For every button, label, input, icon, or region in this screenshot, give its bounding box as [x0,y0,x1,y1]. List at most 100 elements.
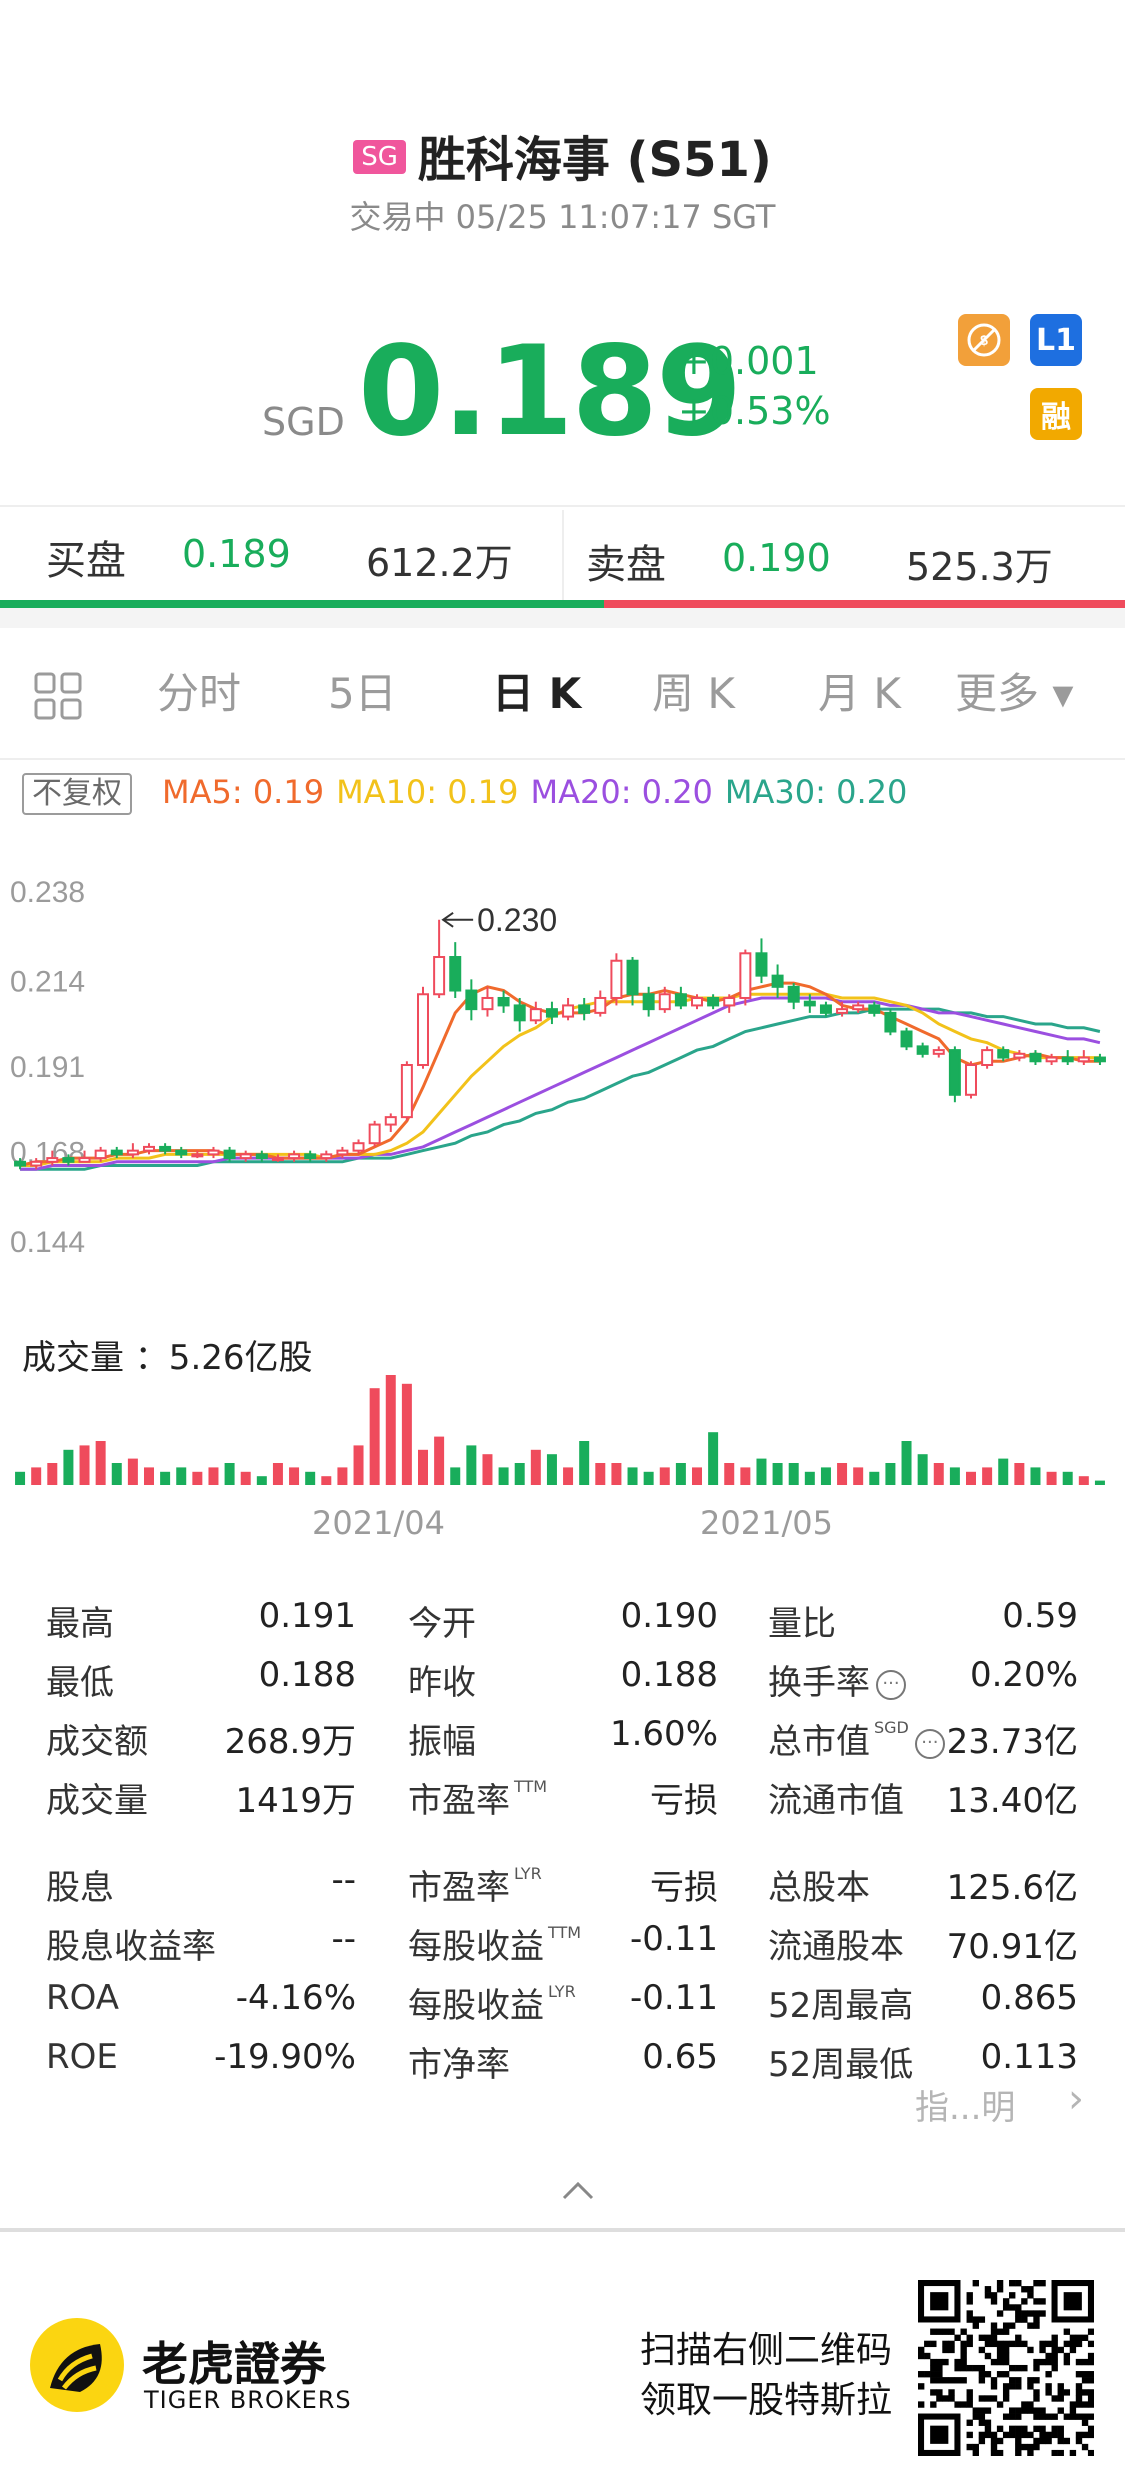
qr-module [954,2401,961,2408]
qr-module [1009,2364,1016,2372]
qr-module [1015,2334,1022,2341]
level1-icon[interactable]: L1 [1030,314,1082,366]
volume-bar [450,1467,461,1485]
candle-body [288,1153,301,1160]
qr-module [1051,2449,1058,2456]
tab-monthly-k[interactable]: 月 K [818,669,901,718]
brand-name-cn: 老虎證券 [142,2337,326,2391]
stat-value: 13.40亿 [946,1781,1078,1821]
candle-body [610,959,623,999]
qr-module [1002,2298,1010,2305]
tab-5day[interactable]: 5日 [328,669,397,718]
qr-module [1087,2413,1094,2420]
candle-body [1093,1056,1106,1063]
candle-body [417,993,429,1067]
tab-weekly-k[interactable]: 周 K [652,669,735,718]
qr-module [966,2298,973,2305]
qr-module [936,2358,943,2366]
no-short-icon[interactable]: $ [958,314,1010,366]
qr-module [930,2371,937,2378]
qr-module [948,2346,955,2354]
stat-label: 市盈率 TTM [408,1777,548,1821]
candle-body [110,1149,123,1156]
adjust-toggle[interactable]: 不复权 [22,773,132,815]
stat-label: 股息收益率 [46,1927,216,1967]
volume-bar [1014,1463,1025,1485]
qr-module [984,2431,992,2439]
qr-module [924,2352,931,2360]
qr-module [948,2328,955,2335]
candle-body [932,1049,945,1055]
qr-module [978,2346,986,2354]
candle-body [304,1153,317,1160]
qr-module [1069,2401,1077,2408]
qr-module [1033,2310,1040,2317]
volume-bar [563,1467,574,1485]
qr-module [1002,2395,1010,2402]
qr-module [1027,2292,1034,2299]
qr-module [978,2371,986,2378]
candle-body [529,1008,542,1022]
candle-body [1061,1056,1074,1063]
more-indicators-link[interactable]: 指...明 [915,2088,1016,2128]
qr-module [1033,2322,1040,2329]
qr-module [1021,2364,1028,2372]
candle-body [352,1142,365,1152]
qr-module [1057,2431,1064,2439]
qr-module [990,2334,998,2341]
qr-module [1057,2407,1064,2414]
volume-bar [659,1467,670,1485]
qr-module [1075,2437,1083,2445]
volume-bar [1078,1476,1089,1485]
stat-label: 市盈率 LYR [408,1864,542,1908]
candle-body [159,1145,172,1152]
chevron-up-icon[interactable] [560,2166,596,2212]
volume-bar [321,1476,332,1485]
qr-module [1015,2340,1022,2348]
qr-module [954,2358,961,2366]
info-icon[interactable]: ··· [876,1669,906,1700]
qr-module [1033,2389,1040,2396]
candle-body [545,1008,558,1018]
volume-bar [837,1463,848,1485]
volume-bar [47,1463,58,1485]
volume-bar [982,1467,993,1485]
qr-module [1057,2346,1064,2354]
qr-module [948,2389,955,2396]
promo-line: 领取一股特斯拉 [640,2380,893,2421]
qr-module [960,2377,967,2384]
qr-module [1087,2377,1094,2384]
volume-bar [192,1471,203,1485]
grid-icon[interactable] [34,672,82,720]
stat-value: 70.91亿 [946,1927,1078,1967]
qr-module [996,2352,1004,2360]
candle-body [562,1004,575,1018]
qr-module [918,2346,925,2354]
qr-module [1027,2377,1034,2384]
margin-icon[interactable]: 融 [1030,388,1082,440]
chevron-right-icon[interactable]: › [1068,2076,1084,2122]
stat-value: -0.11 [630,1978,718,2018]
tab-daily-k[interactable]: 日 K [492,669,582,718]
volume-bar [176,1467,187,1485]
tab-intraday[interactable]: 分时 [157,669,242,718]
qr-module [978,2364,986,2372]
qr-module [1087,2358,1094,2366]
stat-value: 0.190 [620,1596,718,1636]
qr-module [1015,2443,1022,2451]
info-icon[interactable]: ··· [914,1728,945,1759]
qr-module [948,2377,955,2384]
price-change: +0.001 +0.53% [678,336,831,436]
tab-more[interactable]: 更多 ▾ [955,669,1074,718]
stat-value: 125.6亿 [946,1868,1078,1908]
candle-body [78,1157,91,1163]
qr-module [1045,2431,1052,2439]
stat-value: -4.16% [235,1978,356,2018]
qr-module [1027,2401,1034,2408]
currency-label: SGD [262,400,345,444]
qr-module [1021,2286,1028,2293]
stat-label: 市净率 [408,2045,510,2085]
promo-text: 扫描右侧二维码 领取一股特斯拉 [640,2326,892,2426]
ma10-line [20,992,1100,1167]
